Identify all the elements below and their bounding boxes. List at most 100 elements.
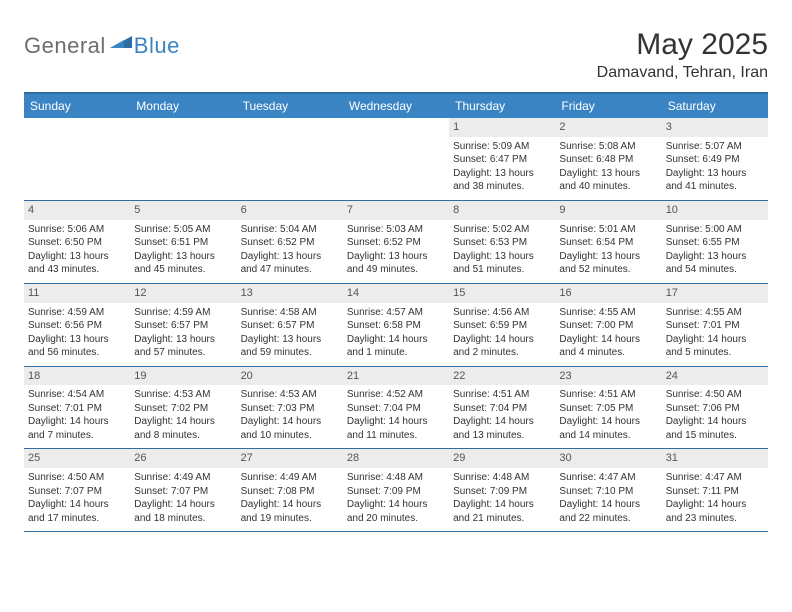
day-cell: 20Sunrise: 4:53 AMSunset: 7:03 PMDayligh…	[237, 367, 343, 449]
day-cell: 21Sunrise: 4:52 AMSunset: 7:04 PMDayligh…	[343, 367, 449, 449]
day-cell: 29Sunrise: 4:48 AMSunset: 7:09 PMDayligh…	[449, 449, 555, 531]
daylight2-text: and 54 minutes.	[666, 263, 764, 277]
daylight1-text: Daylight: 13 hours	[666, 250, 764, 264]
day-number: 19	[130, 367, 236, 386]
daylight1-text: Daylight: 14 hours	[134, 415, 232, 429]
daylight1-text: Daylight: 14 hours	[666, 333, 764, 347]
sunrise-text: Sunrise: 4:49 AM	[241, 471, 339, 485]
day-number: 16	[555, 284, 661, 303]
daylight2-text: and 51 minutes.	[453, 263, 551, 277]
day-cell: 3Sunrise: 5:07 AMSunset: 6:49 PMDaylight…	[662, 118, 768, 200]
sunset-text: Sunset: 7:01 PM	[28, 402, 126, 416]
day-cell: 16Sunrise: 4:55 AMSunset: 7:00 PMDayligh…	[555, 284, 661, 366]
day-number: 28	[343, 449, 449, 468]
sunset-text: Sunset: 6:59 PM	[453, 319, 551, 333]
day-cell	[24, 118, 130, 200]
sunrise-text: Sunrise: 5:06 AM	[28, 223, 126, 237]
sunrise-text: Sunrise: 4:47 AM	[559, 471, 657, 485]
sunrise-text: Sunrise: 4:47 AM	[666, 471, 764, 485]
sunrise-text: Sunrise: 5:00 AM	[666, 223, 764, 237]
daylight2-text: and 21 minutes.	[453, 512, 551, 526]
sunrise-text: Sunrise: 4:53 AM	[134, 388, 232, 402]
sunrise-text: Sunrise: 4:56 AM	[453, 306, 551, 320]
location-text: Damavand, Tehran, Iran	[597, 64, 768, 82]
day-cell: 6Sunrise: 5:04 AMSunset: 6:52 PMDaylight…	[237, 201, 343, 283]
day-cell: 10Sunrise: 5:00 AMSunset: 6:55 PMDayligh…	[662, 201, 768, 283]
sunrise-text: Sunrise: 5:04 AM	[241, 223, 339, 237]
sunset-text: Sunset: 7:02 PM	[134, 402, 232, 416]
sunrise-text: Sunrise: 5:02 AM	[453, 223, 551, 237]
day-cell: 1Sunrise: 5:09 AMSunset: 6:47 PMDaylight…	[449, 118, 555, 200]
daylight1-text: Daylight: 13 hours	[28, 250, 126, 264]
sunrise-text: Sunrise: 4:53 AM	[241, 388, 339, 402]
daylight2-text: and 47 minutes.	[241, 263, 339, 277]
day-number: 17	[662, 284, 768, 303]
day-number: 18	[24, 367, 130, 386]
sunrise-text: Sunrise: 5:01 AM	[559, 223, 657, 237]
day-cell: 7Sunrise: 5:03 AMSunset: 6:52 PMDaylight…	[343, 201, 449, 283]
day-cell: 24Sunrise: 4:50 AMSunset: 7:06 PMDayligh…	[662, 367, 768, 449]
daylight2-text: and 15 minutes.	[666, 429, 764, 443]
brand-logo: General Blue	[24, 32, 180, 59]
daylight2-text: and 2 minutes.	[453, 346, 551, 360]
day-cell	[343, 118, 449, 200]
day-number: 29	[449, 449, 555, 468]
daylight2-text: and 59 minutes.	[241, 346, 339, 360]
day-cell	[237, 118, 343, 200]
daylight2-text: and 22 minutes.	[559, 512, 657, 526]
weekday-header: Tuesday	[237, 94, 343, 118]
daylight2-text: and 8 minutes.	[134, 429, 232, 443]
day-cell: 23Sunrise: 4:51 AMSunset: 7:05 PMDayligh…	[555, 367, 661, 449]
sunset-text: Sunset: 7:00 PM	[559, 319, 657, 333]
sunrise-text: Sunrise: 4:52 AM	[347, 388, 445, 402]
day-number: 30	[555, 449, 661, 468]
brand-part1: General	[24, 33, 106, 59]
day-number: 14	[343, 284, 449, 303]
daylight2-text: and 20 minutes.	[347, 512, 445, 526]
daylight1-text: Daylight: 13 hours	[453, 167, 551, 181]
sunrise-text: Sunrise: 4:55 AM	[559, 306, 657, 320]
day-cell: 25Sunrise: 4:50 AMSunset: 7:07 PMDayligh…	[24, 449, 130, 531]
sunset-text: Sunset: 6:56 PM	[28, 319, 126, 333]
daylight1-text: Daylight: 13 hours	[134, 250, 232, 264]
week-row: 25Sunrise: 4:50 AMSunset: 7:07 PMDayligh…	[24, 449, 768, 532]
day-number: 20	[237, 367, 343, 386]
sunset-text: Sunset: 7:05 PM	[559, 402, 657, 416]
day-number: 23	[555, 367, 661, 386]
day-number: 12	[130, 284, 236, 303]
week-row: 4Sunrise: 5:06 AMSunset: 6:50 PMDaylight…	[24, 201, 768, 284]
daylight1-text: Daylight: 13 hours	[453, 250, 551, 264]
day-cell: 13Sunrise: 4:58 AMSunset: 6:57 PMDayligh…	[237, 284, 343, 366]
day-number: 22	[449, 367, 555, 386]
day-number: 25	[24, 449, 130, 468]
day-cell: 19 Sunrise: 4:53 AMSunset: 7:02 PMDayligh…	[130, 367, 236, 449]
day-cell: 17Sunrise: 4:55 AMSunset: 7:01 PMDayligh…	[662, 284, 768, 366]
day-number: 5	[130, 201, 236, 220]
sunset-text: Sunset: 6:55 PM	[666, 236, 764, 250]
sunrise-text: Sunrise: 4:51 AM	[559, 388, 657, 402]
day-number: 9	[555, 201, 661, 220]
sunrise-text: Sunrise: 4:59 AM	[134, 306, 232, 320]
daylight1-text: Daylight: 14 hours	[666, 498, 764, 512]
weekday-header: Thursday	[449, 94, 555, 118]
daylight2-text: and 57 minutes.	[134, 346, 232, 360]
daylight1-text: Daylight: 14 hours	[559, 498, 657, 512]
sunrise-text: Sunrise: 5:05 AM	[134, 223, 232, 237]
day-cell: 11Sunrise: 4:59 AMSunset: 6:56 PMDayligh…	[24, 284, 130, 366]
day-number: 24	[662, 367, 768, 386]
day-cell: 8Sunrise: 5:02 AMSunset: 6:53 PMDaylight…	[449, 201, 555, 283]
sunrise-text: Sunrise: 4:50 AM	[666, 388, 764, 402]
sunrise-text: Sunrise: 5:03 AM	[347, 223, 445, 237]
day-number: 7	[343, 201, 449, 220]
weekday-header: Monday	[130, 94, 236, 118]
daylight2-text: and 56 minutes.	[28, 346, 126, 360]
sunset-text: Sunset: 6:50 PM	[28, 236, 126, 250]
day-number: 2	[555, 118, 661, 137]
sunset-text: Sunset: 6:52 PM	[241, 236, 339, 250]
sunset-text: Sunset: 7:11 PM	[666, 485, 764, 499]
sunset-text: Sunset: 7:10 PM	[559, 485, 657, 499]
daylight2-text: and 5 minutes.	[666, 346, 764, 360]
calendar-grid: Sunday Monday Tuesday Wednesday Thursday…	[24, 92, 768, 532]
day-cell: 22Sunrise: 4:51 AMSunset: 7:04 PMDayligh…	[449, 367, 555, 449]
sunset-text: Sunset: 7:08 PM	[241, 485, 339, 499]
